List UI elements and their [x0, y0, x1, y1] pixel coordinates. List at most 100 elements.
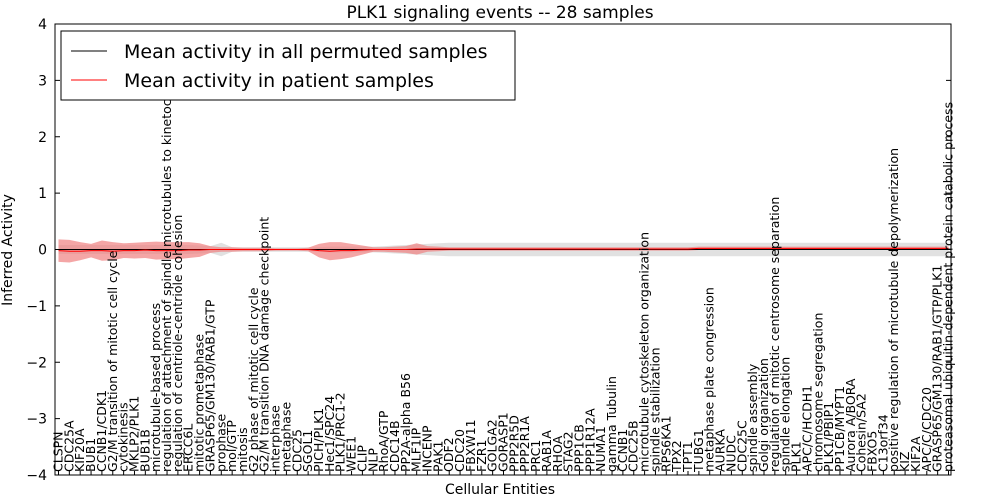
x-tick-label: CLSPN: [51, 431, 66, 472]
y-tick-label: −4: [26, 468, 47, 484]
x-tick-label: RAB1A: [539, 430, 554, 472]
x-tick-label: APC/C/HCDH1: [799, 385, 814, 472]
x-tick-label: PP1CB/MYPT1: [832, 386, 847, 472]
x-tick-label: metaphase plate congression: [702, 287, 717, 472]
x-tick-label: PLK1/PRC1-2: [333, 392, 348, 472]
x-tick-label: PPP2R1A: [517, 416, 532, 472]
x-tick-label: FBXO5: [865, 431, 880, 472]
x-tick-label: regulation of attachment of spindle micr…: [159, 71, 174, 472]
x-tick-label: CDC25C: [734, 420, 749, 472]
x-tick-label: GRASP65/GM130/RAB1/GTP: [203, 299, 218, 472]
y-tick-label: 0: [38, 243, 47, 259]
x-tick-label: RhoA/GTP: [376, 410, 391, 472]
x-tick-label: PICH/PLK1: [311, 408, 326, 472]
x-tick-label: PP2A-alpha B56: [398, 373, 413, 472]
x-tick-label: Aurora A/BORA: [843, 378, 858, 472]
x-tick-label: proteasomal ubiquitin-dependent protein …: [941, 102, 956, 472]
x-axis-label: Cellular Entities: [445, 482, 555, 498]
x-tick-label: CDC25: [289, 429, 304, 472]
y-tick-label: 4: [38, 17, 47, 33]
x-tick-label: CLIP: [354, 445, 369, 472]
x-tick-label: spindle assembly: [745, 363, 760, 472]
x-tick-label: positive regulation of microtubule depol…: [886, 148, 901, 472]
x-tick-label: GORASP1: [496, 412, 511, 472]
legend-label-patient: Mean activity in patient samples: [124, 70, 434, 92]
x-tick-label: KIF2A: [908, 436, 923, 472]
x-tick-label: BUB1: [83, 438, 98, 472]
y-tick-label: 3: [38, 73, 47, 89]
y-tick-label: −2: [26, 355, 47, 371]
y-tick-label: 1: [38, 186, 47, 202]
x-tick-label: KIZ: [897, 452, 912, 472]
x-tick-label: STAG2: [561, 431, 576, 472]
x-tick-label: PAK1: [430, 441, 445, 472]
x-tick-label: BUB1B: [137, 429, 152, 472]
x-tick-label: NUDC: [723, 435, 738, 472]
x-tick-label: MKLP2/PLK1: [127, 396, 142, 472]
x-tick-label: CDC14B: [387, 420, 402, 472]
x-tick-label: microtubule cytoskeleton organization: [637, 232, 652, 472]
x-tick-label: mol/GTP: [224, 420, 239, 472]
x-tick-label: cytokinesis: [116, 402, 131, 472]
x-tick-label: CCNB1: [615, 429, 630, 472]
chart-title: PLK1 signaling events -- 28 samples: [346, 3, 653, 23]
x-tick-label: gamma Tubulin: [604, 376, 619, 472]
x-tick-label: RHOA: [550, 435, 565, 472]
x-tick-label: interphase: [268, 405, 283, 472]
x-tick-label: RPS6KA1: [658, 415, 673, 472]
x-tick-label: NUMA1: [593, 426, 608, 472]
x-tick-label: PLK1/PBIP1: [821, 402, 836, 472]
x-tick-label: AURKA: [713, 429, 728, 472]
x-tick-label: G2/M transition of mitotic cell cycle: [105, 250, 120, 472]
y-tick-label: −1: [26, 299, 47, 315]
legend-label-permuted: Mean activity in all permuted samples: [124, 41, 487, 63]
y-axis-label: Inferred Activity: [0, 194, 16, 306]
x-tick-label: WEE1: [344, 436, 359, 472]
y-tick-label: 2: [38, 130, 47, 146]
x-tick-label: GOLGA2: [485, 419, 500, 472]
x-tick-label: FZR1: [474, 440, 489, 472]
x-tick-label: CCNB1/CDK1: [94, 390, 109, 472]
legend-box: [60, 30, 516, 101]
y-tick-label: −3: [26, 412, 47, 428]
x-tick-label: regulation of mitotic centrosome separat…: [767, 197, 782, 472]
x-tick-label: PPP1R12A: [582, 408, 597, 472]
x-tick-label: prophase: [213, 414, 228, 472]
x-tick-label: GRASP65/GM130/RAB1/GTP/PLK1: [930, 265, 945, 472]
x-tick-label: microtubule-based process: [148, 303, 163, 472]
x-tick-label: TPX2: [669, 440, 684, 473]
x-tick-label: mitosis: [235, 427, 250, 472]
x-tick-label: regulation of centriole-centriole cohesi…: [170, 215, 185, 472]
x-tick-label: C13orf34: [875, 414, 890, 472]
x-tick-label: APC/C/CDC20: [919, 387, 934, 472]
x-tick-label: ODF2: [441, 437, 456, 472]
x-tick-label: TPT1: [680, 441, 695, 473]
x-tick-label: INCENP: [420, 425, 435, 472]
x-tick-label: Cohesin/SA2: [854, 393, 869, 472]
x-tick-label: CDC20: [452, 429, 467, 472]
x-tick-label: Hec1/SPC24: [322, 396, 337, 472]
x-tick-label: FBXW11: [463, 419, 478, 472]
x-tick-label: spindle elongation: [778, 357, 793, 472]
legend: Mean activity in all permuted samples Me…: [60, 30, 516, 101]
patient-mean-line: [58, 247, 949, 252]
x-tick-label: PPP1CB: [572, 424, 587, 472]
patient-spread-band: [58, 239, 949, 263]
x-tick-label: spindle stabilization: [648, 347, 663, 472]
x-tick-label: MLF1IP: [409, 427, 424, 472]
x-tick-label: G2 phase of mitotic cell cycle: [246, 287, 261, 472]
x-tick-label: CDC25A: [61, 420, 76, 472]
x-tick-label: chromosome segregation: [810, 313, 825, 472]
x-tick-label: KIF20A: [72, 428, 87, 472]
x-tick-label: metaphase: [278, 402, 293, 472]
x-tick-label: PLK1: [789, 441, 804, 472]
x-tick-label: SGOL1: [300, 430, 315, 472]
x-tick-label: CDC25B: [626, 420, 641, 472]
x-tick-label: PPP2R5D: [506, 415, 521, 472]
x-tick-label: TUBG1: [691, 429, 706, 473]
x-tick-label: PRC1: [528, 440, 543, 472]
x-tick-label: G2/M transition DNA damage checkpoint: [257, 217, 272, 472]
x-tick-label: Golgi organization: [756, 358, 771, 472]
x-tick-label: NLP: [365, 448, 380, 472]
